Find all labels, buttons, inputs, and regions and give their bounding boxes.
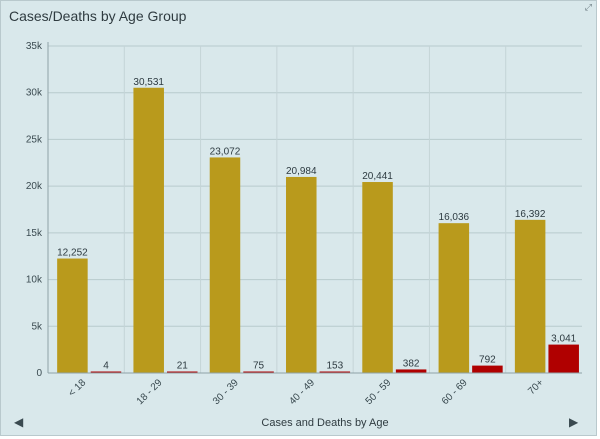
y-tick-label: 15k — [26, 228, 43, 239]
y-tick-label: 35k — [26, 41, 43, 52]
deaths-bar[interactable] — [395, 369, 427, 373]
deaths-data-label: 792 — [479, 355, 496, 366]
y-tick-label: 10k — [26, 275, 43, 286]
y-tick-label: 5k — [31, 321, 43, 332]
deaths-bar[interactable] — [90, 371, 122, 374]
cases-bar[interactable] — [57, 258, 88, 373]
cases-data-label: 20,441 — [362, 171, 393, 182]
cases-data-label: 20,984 — [286, 166, 317, 177]
x-tick-label: < 18 — [67, 377, 89, 399]
y-tick-label: 0 — [36, 368, 42, 379]
deaths-data-label: 382 — [403, 358, 420, 369]
previous-arrow-icon[interactable]: ◀ — [14, 415, 24, 429]
deaths-bar[interactable] — [472, 365, 503, 373]
cases-data-label: 12,252 — [57, 248, 88, 259]
y-tick-label: 30k — [26, 88, 43, 99]
deaths-data-label: 3,041 — [551, 334, 576, 345]
cases-bar[interactable] — [286, 176, 317, 373]
expand-icon[interactable]: ⤢ — [584, 2, 592, 12]
deaths-bar[interactable] — [167, 371, 198, 374]
x-tick-label: 60 - 69 — [440, 377, 470, 407]
deaths-bar[interactable] — [243, 371, 274, 374]
cases-bar[interactable] — [362, 182, 393, 373]
y-tick-label: 20k — [26, 181, 43, 192]
deaths-data-label: 21 — [177, 361, 189, 372]
cases-bar[interactable] — [514, 219, 546, 373]
chart-title: Cases/Deaths by Age Group — [9, 8, 187, 24]
deaths-bar[interactable] — [548, 344, 579, 373]
x-tick-label: 40 - 49 — [287, 377, 317, 407]
y-tick-label: 25k — [26, 134, 43, 145]
cases-data-label: 16,036 — [439, 212, 470, 223]
deaths-data-label: 75 — [253, 361, 265, 372]
deaths-data-label: 153 — [326, 361, 343, 372]
x-tick-label: 70+ — [526, 377, 546, 397]
next-arrow-icon[interactable]: ▶ — [569, 415, 579, 429]
cases-bar[interactable] — [438, 223, 470, 373]
x-axis-title: Cases and Deaths by Age — [261, 417, 388, 429]
cases-data-label: 30,531 — [133, 77, 164, 88]
deaths-data-label: 4 — [103, 361, 109, 372]
cases-bar[interactable] — [133, 87, 164, 373]
cases-bar[interactable] — [209, 157, 241, 373]
x-tick-label: 30 - 39 — [211, 377, 241, 407]
x-tick-label: 18 - 29 — [135, 377, 165, 407]
deaths-bar[interactable] — [319, 371, 351, 374]
x-tick-label: 50 - 59 — [364, 377, 394, 407]
cases-data-label: 23,072 — [210, 146, 241, 157]
cases-data-label: 16,392 — [515, 209, 546, 220]
